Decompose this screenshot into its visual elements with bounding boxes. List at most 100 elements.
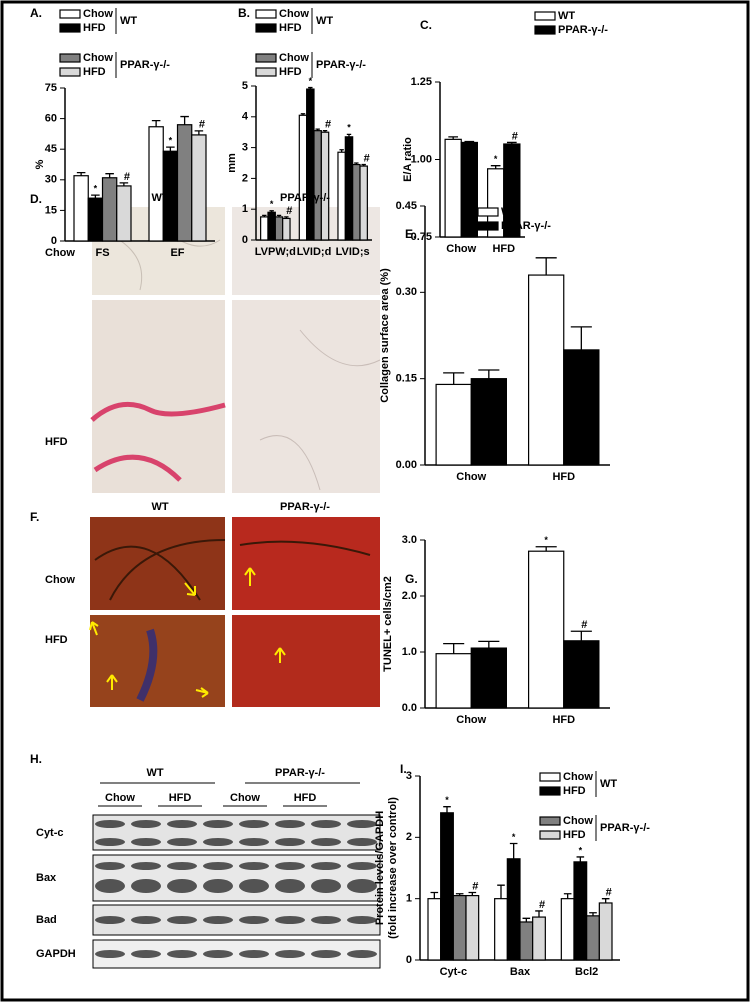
- legend-group-label: PPAR-γ-/-: [600, 822, 650, 834]
- y-tick-label: 3: [242, 142, 248, 154]
- row-label: HFD: [45, 436, 68, 448]
- x-tick-label: Chow: [456, 714, 486, 726]
- x-tick-label: Bcl2: [575, 966, 598, 978]
- y-axis-label: E/A ratio: [402, 137, 414, 182]
- legend-swatch: [477, 207, 499, 217]
- blot-band: [131, 879, 161, 893]
- error-bar: [464, 140, 475, 143]
- bar: [191, 134, 207, 242]
- legend-label: Chow: [279, 52, 309, 64]
- bar: [148, 126, 164, 242]
- significance-marker: *: [579, 845, 583, 855]
- y-tick-label: 75: [45, 82, 57, 94]
- bar: [563, 349, 600, 466]
- lane-label: Chow: [105, 792, 135, 804]
- blot-band: [95, 820, 125, 828]
- blot-band: [167, 862, 197, 870]
- legend-group-label: PPAR-γ-/-: [316, 59, 366, 71]
- blot-band: [203, 916, 233, 924]
- blot-band: [167, 916, 197, 924]
- error-bar: [91, 194, 100, 199]
- row-label: HFD: [45, 634, 68, 646]
- error-bar: [194, 130, 204, 135]
- panel-label: E.: [405, 227, 416, 241]
- y-tick-label: 0.75: [411, 231, 432, 243]
- error-bar: [315, 128, 320, 131]
- legend-swatch: [255, 67, 277, 77]
- micrograph: [232, 300, 380, 493]
- bar: [494, 898, 508, 961]
- significance-marker: #: [581, 619, 587, 631]
- bar: [313, 130, 322, 241]
- blot-band: [203, 838, 233, 846]
- blot-band: [347, 950, 377, 958]
- column-label: WT: [151, 501, 168, 513]
- legend-swatch: [534, 25, 556, 35]
- panel-label: B.: [238, 6, 250, 20]
- blot-band: [311, 916, 341, 924]
- legend-label: Chow: [83, 52, 113, 64]
- y-tick-label: 0.00: [396, 459, 417, 471]
- bar: [598, 902, 613, 961]
- blot-band: [311, 820, 341, 828]
- blot-band: [347, 879, 377, 893]
- bar: [440, 812, 454, 961]
- bar: [267, 211, 276, 241]
- bar: [320, 131, 330, 241]
- y-tick-label: 5: [242, 80, 248, 92]
- error-bar: [509, 842, 518, 859]
- panel-label: I.: [400, 762, 407, 776]
- legend-swatch: [477, 221, 499, 231]
- bar: [337, 151, 346, 241]
- x-tick-label: Bax: [510, 966, 531, 978]
- bar: [260, 216, 269, 241]
- bar: [532, 916, 546, 961]
- significance-marker: *: [169, 136, 173, 146]
- legend-label: WT: [501, 206, 518, 218]
- y-tick-label: 4: [242, 111, 249, 123]
- error-bar: [563, 893, 572, 899]
- blot-band: [95, 879, 125, 893]
- x-tick-label: LVID;s: [336, 246, 370, 258]
- row-label: Chow: [45, 574, 75, 586]
- y-tick-label: 1: [406, 893, 412, 905]
- x-tick-label: LVPW;d: [255, 246, 296, 258]
- error-bar: [478, 640, 500, 649]
- x-tick-label: Chow: [446, 243, 476, 255]
- blot-band: [95, 916, 125, 924]
- blot-band: [131, 838, 161, 846]
- blot-band: [275, 950, 305, 958]
- bar: [359, 165, 368, 241]
- y-tick-label: 2: [406, 831, 412, 843]
- y-tick-label: 0.15: [396, 373, 417, 385]
- x-tick-label: Cyt-c: [440, 966, 468, 978]
- panel-label: C.: [420, 18, 432, 32]
- group-label: WT: [146, 767, 163, 779]
- y-tick-label: 3.0: [402, 534, 417, 546]
- error-bar: [570, 630, 592, 641]
- blot-band: [167, 950, 197, 958]
- tissue: [136, 628, 158, 702]
- significance-marker: *: [445, 795, 449, 805]
- y-tick-label: 60: [45, 113, 57, 125]
- significance-marker: *: [544, 535, 548, 545]
- significance-marker: #: [124, 171, 130, 183]
- error-bar: [490, 165, 501, 169]
- y-tick-label: 0.45: [396, 200, 417, 212]
- bar: [560, 898, 575, 961]
- blot-band: [347, 862, 377, 870]
- panel-label: F.: [30, 510, 39, 524]
- legend-label: Chow: [563, 815, 593, 827]
- blot-band: [311, 838, 341, 846]
- significance-marker: *: [94, 183, 98, 193]
- error-bar: [105, 173, 114, 178]
- x-tick-label: Chow: [456, 471, 486, 483]
- significance-marker: *: [494, 154, 498, 164]
- error-bar: [455, 893, 464, 896]
- panel-label: H.: [30, 752, 42, 766]
- bar: [470, 378, 508, 466]
- blot-band: [203, 950, 233, 958]
- y-axis-label: TUNEL+ cells/cm2: [382, 576, 394, 672]
- blot-band: [167, 879, 197, 893]
